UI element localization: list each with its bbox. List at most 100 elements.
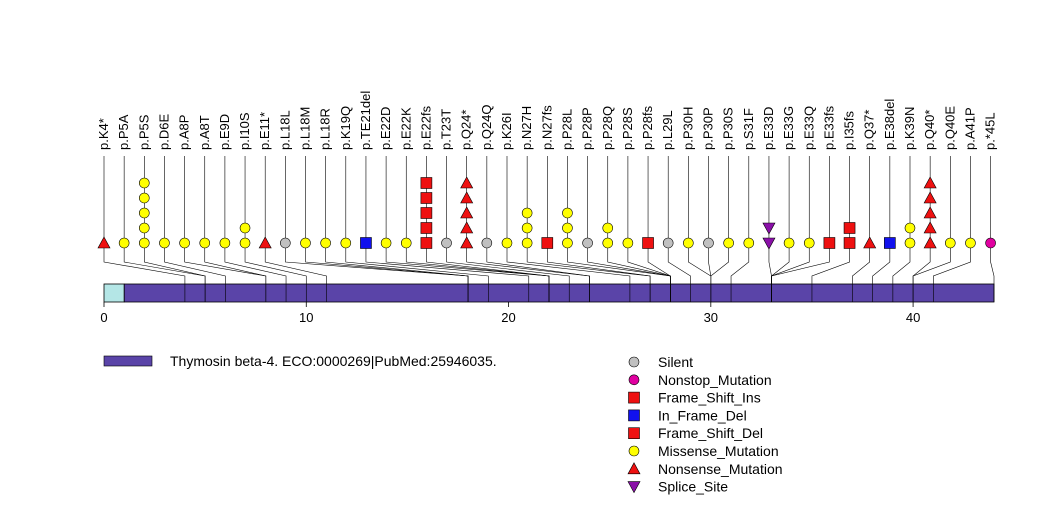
mutation-label: p.A8T (197, 115, 212, 150)
mutation-marker (521, 222, 533, 234)
lollipop-stem (365, 156, 530, 284)
mutation-marker (703, 237, 714, 249)
mutation-marker (562, 207, 573, 219)
mutation-marker (360, 237, 372, 249)
mutation-marker (602, 222, 614, 234)
mutation-label: p.P30P (701, 107, 716, 150)
mutation-label: p.E38del (882, 99, 897, 150)
x-tick-label: 10 (299, 310, 313, 325)
mutation-marker (923, 236, 937, 249)
mutation-marker (460, 206, 474, 219)
mutation-marker (803, 237, 815, 249)
mutation-label: p.I10S (237, 112, 252, 150)
mutation-marker (923, 206, 937, 219)
mutation-marker (420, 207, 433, 219)
mutation-label: p.E22D (378, 107, 393, 150)
legend-marker (628, 427, 640, 440)
legend-marker (628, 445, 640, 457)
lollipop-stem (164, 156, 226, 284)
mutation-marker (239, 237, 251, 249)
lollipop-stem (264, 156, 327, 284)
mutation-label: p.P28P (580, 107, 595, 150)
mutation-label: p.E22K (398, 107, 413, 150)
mutation-label: p.P5S (136, 114, 151, 150)
mutation-label: p.A41P (962, 107, 977, 150)
legend-label: Frame_Shift_Ins (658, 390, 761, 406)
x-tick-label: 40 (906, 310, 920, 325)
lollipop-stem (627, 156, 671, 284)
mutation-marker (420, 177, 433, 189)
mutation-marker (923, 221, 937, 234)
lollipop-stem (244, 156, 307, 284)
mutation-marker (923, 191, 937, 204)
lollipop-stem (912, 156, 931, 284)
mutation-marker (521, 207, 533, 219)
protein-bar-layer (103, 283, 995, 303)
x-tick-label: 30 (704, 310, 718, 325)
mutation-marker (139, 177, 150, 189)
mutation-marker (420, 192, 433, 204)
legend-marker (627, 481, 641, 494)
lollipop-stem (667, 156, 691, 284)
mutation-marker (923, 176, 937, 189)
lollipop-stem (144, 156, 206, 284)
mutation-label: p.P28fs (640, 105, 655, 150)
mutation-marker (139, 207, 150, 219)
labels-layer: p.K4* p.P5A p.P5S p.D6E p.A8P p.A8T p.E9D p.I10… (96, 91, 998, 150)
mutation-marker (139, 237, 150, 249)
lollipop-stem (933, 156, 971, 284)
mutation-marker (320, 237, 331, 249)
lollipop-stem (811, 156, 850, 284)
x-tick-label: 0 (100, 310, 107, 325)
mutation-marker (460, 191, 474, 204)
markers-layer (97, 176, 996, 250)
mutation-label: p.E9D (217, 114, 232, 150)
lollipop-stem (405, 156, 550, 284)
mutation-marker (300, 237, 311, 249)
lollipop-stem (607, 156, 671, 284)
mutation-label: p.L18M (298, 107, 313, 150)
lollipop-stem (647, 156, 671, 284)
mutation-label: p.S31F (741, 108, 756, 150)
lollipop-stem (385, 156, 550, 284)
legend-layer: Thymosin beta-4. ECO:0000269|PubMed:2594… (103, 353, 783, 495)
mutation-marker (541, 237, 554, 249)
mutation-marker (843, 222, 856, 234)
mutation-label: p.N27H (519, 106, 534, 150)
mutation-marker (985, 237, 996, 249)
lollipop-stem (506, 156, 631, 284)
mutation-marker (582, 237, 593, 249)
mutation-label: p.Q40E (942, 106, 957, 150)
mutation-marker (743, 237, 755, 249)
mutation-label: p.P5A (116, 114, 131, 150)
x-tick-label: 20 (501, 310, 515, 325)
mutation-marker (340, 237, 352, 249)
mutation-marker (884, 237, 896, 249)
mutation-marker (460, 176, 474, 189)
lollipop-stem (990, 156, 995, 284)
mutation-marker (118, 237, 130, 249)
mutation-label: p.*45L (983, 112, 998, 150)
mutation-label: p.K26I (499, 112, 514, 150)
lollipop-stem (446, 156, 570, 284)
lollipop-stem (466, 156, 590, 284)
mutation-label: p.T23T (439, 109, 454, 150)
mutation-marker (460, 221, 474, 234)
lollipop-stem (688, 156, 712, 284)
mutation-label: p.Q24Q (479, 104, 494, 150)
mutation-marker (380, 237, 392, 249)
mutation-marker (762, 237, 776, 250)
legend-label: Silent (658, 354, 693, 370)
legend-domain-label: Thymosin beta-4. ECO:0000269|PubMed:2594… (170, 353, 497, 369)
mutation-marker (562, 222, 573, 234)
mutation-label: p.P28S (620, 107, 635, 150)
lollipop-stem (204, 156, 267, 284)
mutation-marker (944, 237, 956, 249)
lollipop-stem (103, 156, 186, 284)
mutation-marker (481, 237, 493, 249)
lollipop-stem (771, 156, 810, 284)
legend-label: In_Frame_Del (658, 407, 747, 423)
legend-marker (627, 462, 641, 475)
mutation-marker (863, 236, 877, 249)
